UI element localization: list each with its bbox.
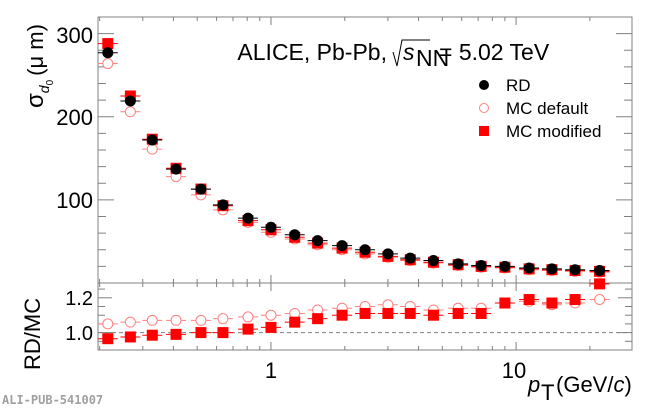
top-point-rd xyxy=(589,265,610,277)
ratio-point-mc-default xyxy=(212,313,233,325)
svg-text:p: p xyxy=(527,372,540,397)
ytick-label-100: 100 xyxy=(56,188,93,213)
top-point-rd xyxy=(260,221,281,233)
ratio-point-mc-modified xyxy=(120,331,141,343)
top-point-rd xyxy=(142,134,163,146)
ratio-ytick-label-1.2: 1.2 xyxy=(65,288,93,310)
x-axis-title: p T (GeV/c) xyxy=(527,372,632,405)
top-point-rd xyxy=(307,235,328,247)
ratio-point-mc-modified xyxy=(142,329,163,341)
legend: RD MC default MC modified xyxy=(479,76,601,141)
top-point-rd xyxy=(332,240,353,252)
top-point-rd xyxy=(519,262,540,274)
legend-label-mc-modified: MC modified xyxy=(506,122,601,141)
top-point-rd xyxy=(355,244,376,256)
ratio-point-mc-default xyxy=(589,294,610,306)
y-axis-title: σd0(μ m) xyxy=(22,24,56,108)
xtick-label-10: 10 xyxy=(502,358,526,383)
top-point-rd xyxy=(494,260,515,272)
top-point-rd xyxy=(97,47,118,59)
ratio-point-mc-default xyxy=(377,299,398,311)
top-point-rd xyxy=(166,163,187,175)
ratio-point-mc-modified xyxy=(260,321,281,333)
ratio-point-mc-modified xyxy=(565,294,586,306)
ratio-point-mc-modified xyxy=(237,323,258,335)
top-point-mc-default xyxy=(166,171,187,183)
publication-id: ALI-PUB-541007 xyxy=(2,393,103,407)
ratio-y-axis-title: RD/MC xyxy=(20,298,45,370)
ytick-label-300: 300 xyxy=(56,23,93,48)
top-point-rd xyxy=(190,183,211,195)
ratio-point-mc-default xyxy=(260,309,281,321)
ratio-point-mc-modified xyxy=(307,313,328,325)
svg-text:σd0(μ m): σd0(μ m) xyxy=(22,24,56,108)
ratio-point-mc-modified xyxy=(423,309,444,321)
svg-text:T: T xyxy=(541,380,554,405)
svg-text:s: s xyxy=(403,39,415,65)
svg-text:(GeV/c): (GeV/c) xyxy=(556,372,632,397)
ratio-point-mc-default xyxy=(307,304,328,316)
top-point-rd xyxy=(237,212,258,224)
legend-marker-mc-default xyxy=(479,103,489,113)
top-point-mc-default xyxy=(120,106,141,118)
top-point-mc-default xyxy=(142,143,163,155)
ratio-point-mc-modified xyxy=(471,307,492,319)
ratio-point-mc-modified xyxy=(519,294,540,306)
top-point-rd xyxy=(400,252,421,264)
ratio-point-mc-default xyxy=(142,314,163,326)
ytick-label-200: 200 xyxy=(56,105,93,130)
bottom-panel-frame xyxy=(97,282,633,351)
xtick-label-1: 1 xyxy=(265,358,277,383)
chart-title: ALICE, Pb-Pb, s NN = 5.02 TeV xyxy=(237,39,549,71)
legend-marker-rd xyxy=(479,80,489,90)
svg-text:= 5.02 TeV: = 5.02 TeV xyxy=(439,39,550,65)
ratio-point-mc-default xyxy=(237,311,258,323)
ratio-point-mc-modified xyxy=(212,327,233,339)
top-point-rd xyxy=(377,248,398,260)
ratio-point-mc-modified xyxy=(494,297,515,309)
legend-label-rd: RD xyxy=(506,76,531,95)
legend-label-mc-default: MC default xyxy=(506,99,588,118)
top-point-mc-modified xyxy=(97,38,118,50)
top-point-rd xyxy=(448,258,469,270)
ratio-point-mc-modified xyxy=(448,307,469,319)
ratio-point-mc-modified xyxy=(284,316,305,328)
svg-text:NN: NN xyxy=(416,45,449,71)
svg-text:ALICE, Pb-Pb,: ALICE, Pb-Pb, xyxy=(237,39,387,65)
data-marks xyxy=(97,38,610,345)
ratio-point-mc-default xyxy=(166,314,187,326)
ratio-point-mc-modified xyxy=(400,307,421,319)
top-point-rd xyxy=(120,95,141,107)
top-point-rd xyxy=(565,264,586,276)
ratio-point-mc-modified xyxy=(589,278,610,290)
top-point-rd xyxy=(423,255,444,267)
ratio-ytick-label-1.0: 1.0 xyxy=(65,323,93,345)
ratio-point-mc-modified xyxy=(377,307,398,319)
ratio-point-mc-modified xyxy=(541,297,562,309)
top-point-mc-default xyxy=(97,58,118,70)
ratio-point-mc-modified xyxy=(332,309,353,321)
ratio-point-mc-default xyxy=(120,316,141,328)
legend-marker-mc-modified xyxy=(479,126,489,136)
ratio-point-mc-modified xyxy=(166,328,187,340)
ratio-point-mc-default xyxy=(97,318,118,330)
ratio-point-mc-modified xyxy=(97,333,118,345)
ratio-point-mc-default xyxy=(190,314,211,326)
top-point-rd xyxy=(471,260,492,272)
ratio-point-mc-modified xyxy=(355,307,376,319)
top-point-rd xyxy=(541,263,562,275)
top-point-rd xyxy=(284,229,305,241)
top-point-rd xyxy=(212,199,233,211)
ratio-point-mc-modified xyxy=(190,327,211,339)
